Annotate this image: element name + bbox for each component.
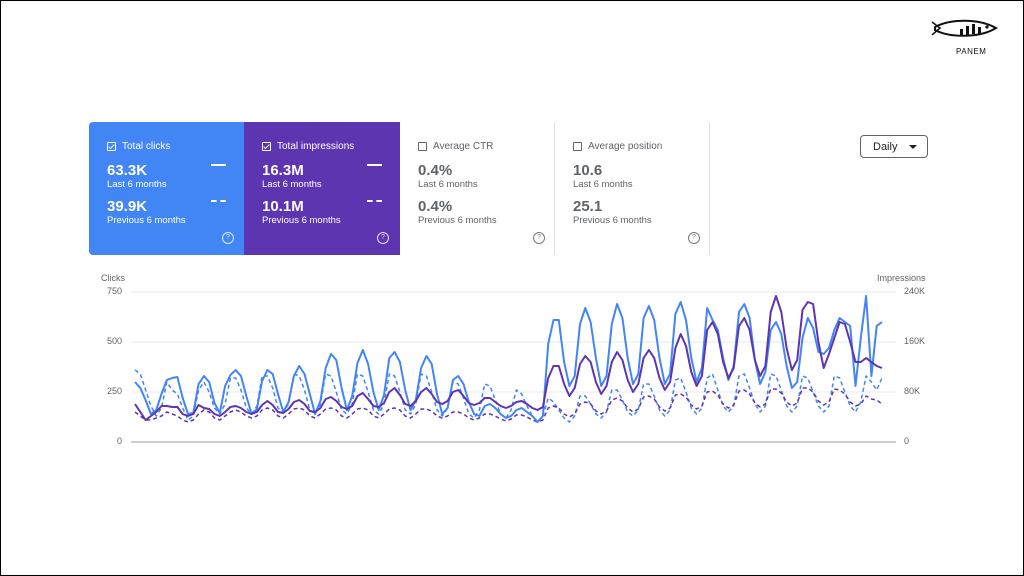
help-icon[interactable]: ? [688, 232, 700, 244]
card-total-impressions[interactable]: Total impressions 16.3M Last 6 months 10… [244, 122, 400, 255]
card-previous-period: Previous 6 months [418, 215, 497, 226]
dashed-line-legend-icon [211, 200, 226, 202]
card-period: Last 6 months [418, 179, 478, 190]
left-tick-label: 500 [106, 336, 122, 346]
card-previous-period: Previous 6 months [262, 215, 341, 226]
card-label: Total clicks [122, 141, 171, 152]
dashed-line-legend-icon [367, 200, 382, 202]
solid-line-legend-icon [211, 164, 226, 166]
card-value: 0.4% [418, 162, 453, 179]
right-tick-label: 240K [904, 286, 926, 296]
brand-name: PANEM [956, 47, 987, 56]
card-previous-value: 25.1 [573, 198, 603, 215]
card-header: Average CTR [418, 140, 554, 153]
card-previous-period: Previous 6 months [107, 215, 186, 226]
card-previous-value: 0.4% [418, 198, 453, 215]
right-axis-title: Impressions [877, 273, 926, 283]
card-label: Average CTR [433, 141, 494, 152]
card-header: Average position [573, 140, 709, 153]
card-previous-value: 10.1M [262, 198, 304, 215]
card-header: Total clicks [107, 140, 244, 153]
right-tick-label: 80K [904, 386, 921, 396]
checkbox-checked-icon[interactable] [107, 142, 116, 151]
card-value: 16.3M [262, 162, 304, 179]
card-value: 63.3K [107, 162, 148, 179]
series-line-clicks-last [134, 295, 883, 423]
metric-cards: Total clicks 63.3K Last 6 months 39.9K P… [89, 122, 710, 255]
card-period: Last 6 months [107, 179, 167, 190]
solid-line-legend-icon [367, 164, 382, 166]
card-label: Average position [588, 141, 663, 152]
card-previous-value: 39.9K [107, 198, 148, 215]
fish-logo-icon [931, 19, 998, 37]
granularity-selected: Daily [873, 140, 898, 153]
series-line-impressions-previous [134, 387, 883, 423]
brand-logo: PANEM [930, 18, 1000, 60]
card-header: Total impressions [262, 140, 400, 153]
left-axis-title: Clicks [101, 273, 125, 283]
left-tick-label: 250 [106, 386, 122, 396]
card-previous-period: Previous 6 months [573, 215, 652, 226]
checkbox-unchecked-icon[interactable] [418, 142, 427, 151]
card-value: 10.6 [573, 162, 603, 179]
card-total-clicks[interactable]: Total clicks 63.3K Last 6 months 39.9K P… [89, 122, 244, 255]
caret-down-icon [909, 145, 917, 149]
checkbox-checked-icon[interactable] [262, 142, 271, 151]
card-period: Last 6 months [262, 179, 322, 190]
card-label: Total impressions [277, 141, 355, 152]
card-average-ctr[interactable]: Average CTR 0.4% Last 6 months 0.4% Prev… [400, 122, 555, 255]
left-tick-label: 750 [106, 286, 122, 296]
series-line-impressions-last [134, 295, 883, 421]
card-period: Last 6 months [573, 179, 633, 190]
granularity-dropdown[interactable]: Daily [860, 135, 928, 158]
help-icon[interactable]: ? [222, 232, 234, 244]
help-icon[interactable]: ? [533, 232, 545, 244]
right-tick-label: 160K [904, 336, 926, 346]
right-tick-label: 0 [904, 436, 910, 446]
card-average-position[interactable]: Average position 10.6 Last 6 months 25.1… [555, 122, 710, 255]
help-icon[interactable]: ? [377, 232, 389, 244]
checkbox-unchecked-icon[interactable] [573, 142, 582, 151]
left-tick-label: 0 [116, 436, 122, 446]
